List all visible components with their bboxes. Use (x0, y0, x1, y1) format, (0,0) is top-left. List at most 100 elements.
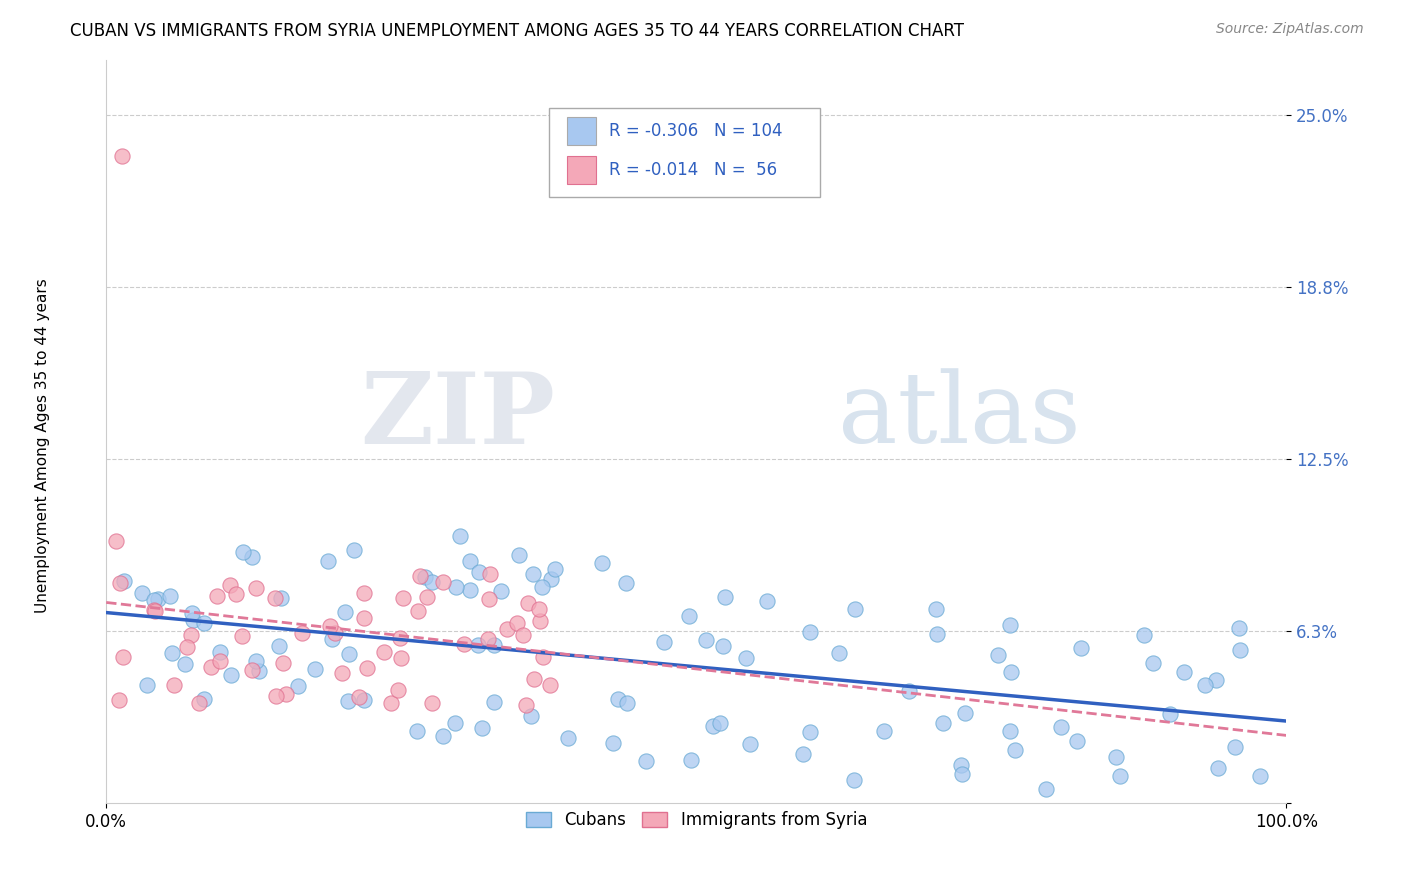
Point (333, 606, 356, 620)
Point (950, 758, 973, 772)
Point (517, 596, 540, 610)
Point (205, 589, 228, 603)
Point (1229, 643, 1251, 657)
Point (530, 580, 553, 594)
FancyBboxPatch shape (548, 108, 820, 197)
Point (245, 581, 267, 595)
Point (432, 729, 454, 743)
Point (274, 688, 297, 702)
Point (512, 628, 534, 642)
Point (898, 684, 921, 698)
Point (1205, 673, 1227, 687)
Point (143, 592, 166, 607)
Point (702, 719, 724, 733)
Point (432, 575, 454, 590)
Point (591, 557, 613, 571)
Point (347, 690, 370, 704)
Point (323, 626, 346, 640)
Point (271, 656, 294, 670)
Point (143, 604, 166, 618)
Point (527, 601, 550, 615)
Point (416, 590, 439, 604)
Text: R = -0.306   N = 104: R = -0.306 N = 104 (609, 122, 783, 140)
Point (174, 657, 197, 671)
Point (318, 554, 340, 568)
Point (225, 587, 247, 601)
Point (209, 654, 232, 668)
Point (1133, 628, 1156, 642)
Point (200, 659, 222, 673)
Point (678, 609, 700, 624)
Point (353, 693, 375, 707)
Text: CUBAN VS IMMIGRANTS FROM SYRIA UNEMPLOYMENT AMONG AGES 35 TO 44 YEARS CORRELATIO: CUBAN VS IMMIGRANTS FROM SYRIA UNEMPLOYM… (70, 22, 965, 40)
Point (1229, 621, 1251, 635)
Point (467, 565, 489, 579)
Point (380, 696, 402, 710)
Point (538, 678, 561, 692)
Point (287, 679, 309, 693)
Point (269, 639, 291, 653)
Point (387, 683, 409, 698)
Point (330, 666, 353, 681)
Point (515, 698, 537, 712)
Point (270, 591, 292, 605)
Point (1105, 749, 1128, 764)
Point (478, 591, 501, 606)
Point (231, 629, 253, 643)
FancyBboxPatch shape (567, 117, 596, 145)
Point (1223, 740, 1246, 755)
Text: atlas: atlas (838, 368, 1081, 465)
Point (108, 692, 131, 706)
Point (142, 603, 165, 617)
Point (1070, 641, 1092, 656)
Point (291, 626, 314, 640)
Point (998, 618, 1021, 632)
Point (321, 632, 343, 646)
Text: ZIP: ZIP (360, 368, 555, 465)
Point (131, 586, 153, 600)
Point (953, 706, 976, 720)
Point (714, 590, 737, 604)
Point (219, 668, 242, 682)
Legend: Cubans, Immigrants from Syria: Cubans, Immigrants from Syria (519, 805, 875, 836)
Point (392, 591, 415, 606)
Point (523, 672, 546, 686)
Point (1109, 769, 1132, 783)
Point (740, 737, 762, 751)
Point (353, 611, 375, 625)
Point (1159, 707, 1181, 722)
Point (1066, 734, 1088, 748)
Point (413, 570, 436, 584)
Point (176, 640, 198, 654)
Point (264, 591, 287, 605)
Point (180, 628, 202, 642)
Point (1050, 720, 1073, 734)
Point (218, 577, 240, 591)
Point (356, 661, 378, 675)
Point (557, 731, 579, 745)
Point (449, 529, 471, 543)
Point (484, 638, 506, 652)
Point (319, 619, 342, 633)
Point (304, 662, 326, 676)
Point (209, 645, 232, 659)
Point (245, 654, 267, 668)
Point (756, 594, 779, 608)
Point (193, 615, 215, 630)
Point (193, 692, 215, 706)
Point (508, 548, 530, 562)
Point (247, 665, 270, 679)
Point (792, 747, 814, 761)
Point (187, 696, 209, 710)
Point (110, 575, 132, 590)
Point (146, 592, 169, 607)
Point (489, 584, 512, 599)
Point (408, 604, 430, 618)
Point (159, 589, 181, 603)
Point (1035, 782, 1057, 797)
Point (264, 689, 287, 703)
Point (987, 648, 1010, 663)
Point (406, 724, 429, 739)
Point (160, 646, 183, 660)
Point (932, 715, 955, 730)
